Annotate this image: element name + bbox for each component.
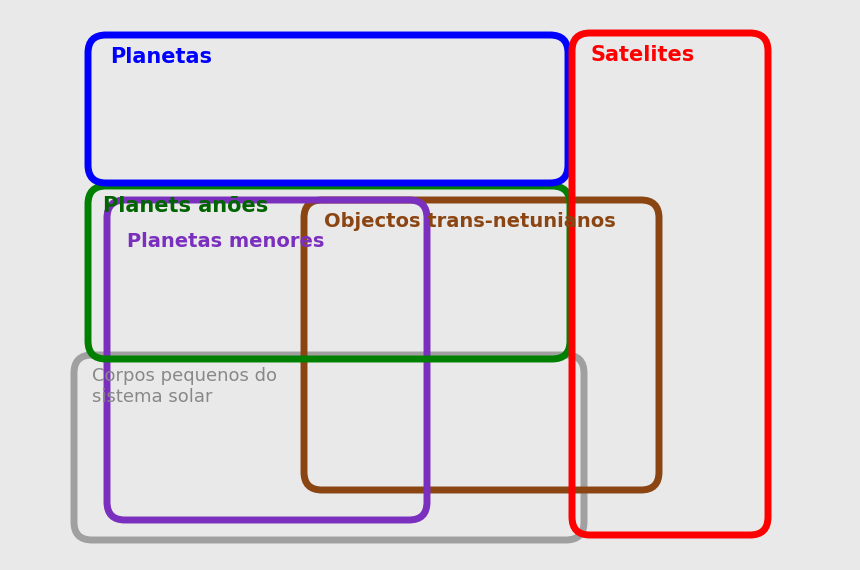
Text: Satelites: Satelites xyxy=(590,45,694,65)
Text: Planets anões: Planets anões xyxy=(103,196,268,216)
Text: Objectos trans-netunianos: Objectos trans-netunianos xyxy=(324,212,616,231)
Text: Planetas: Planetas xyxy=(110,47,212,67)
Text: Planetas menores: Planetas menores xyxy=(127,232,324,251)
Text: Corpos pequenos do
sistema solar: Corpos pequenos do sistema solar xyxy=(92,367,277,406)
